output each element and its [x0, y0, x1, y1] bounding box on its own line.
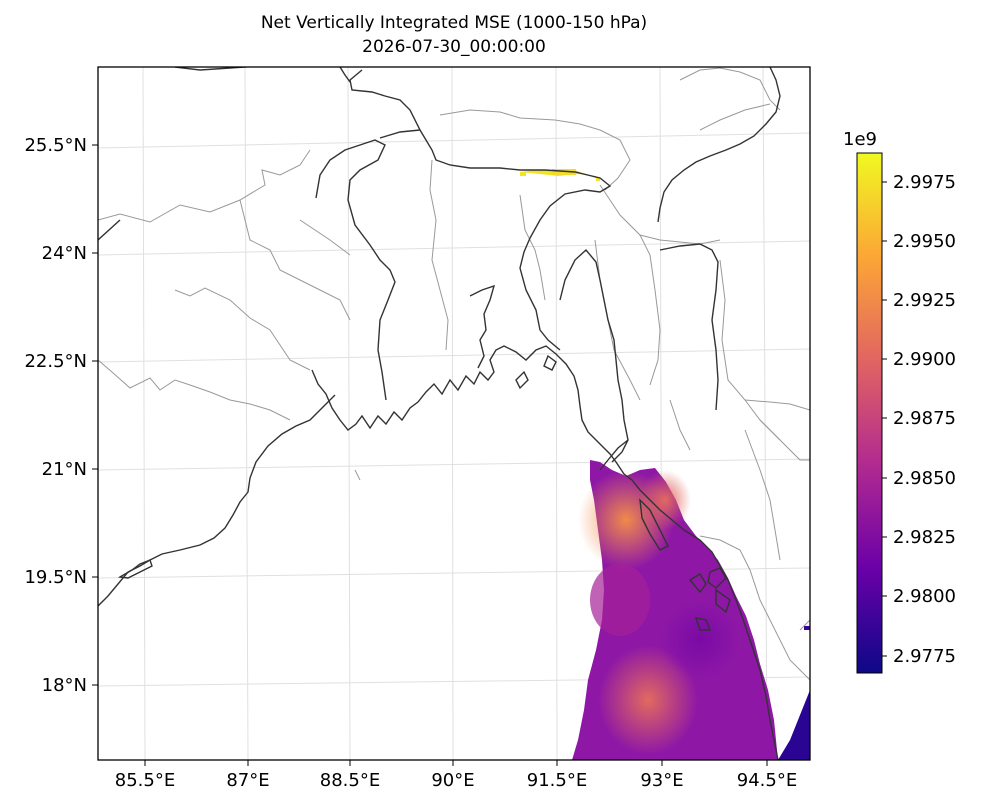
latitude-axis: 25.5°N 24°N 22.5°N 21°N 19.5°N 18°N	[24, 135, 98, 696]
colorbar-gradient	[856, 152, 883, 674]
coastline	[98, 67, 781, 760]
colorbar-tick-label: 2.9825	[893, 527, 956, 548]
colorbar-tick-label: 2.9850	[893, 468, 956, 489]
colorbar-tick-label: 2.9875	[893, 408, 956, 429]
mse-field	[520, 169, 810, 760]
colorbar-tick-label: 2.9800	[893, 586, 956, 607]
colorbar-tick-label: 2.9900	[893, 349, 956, 370]
gridlines	[98, 67, 810, 760]
lon-label: 93°E	[640, 770, 683, 791]
longitude-axis: 85.5°E 87°E 88.5°E 90°E 91.5°E 93°E 94.5…	[115, 760, 797, 791]
lat-label: 24°N	[42, 243, 87, 264]
mse-field-southeast	[778, 690, 810, 760]
lat-label: 21°N	[42, 459, 87, 480]
colorbar-tick-label: 2.9975	[893, 172, 956, 193]
colorbar-tick-label: 2.9950	[893, 231, 956, 252]
lon-label: 90°E	[431, 770, 474, 791]
lat-label: 18°N	[42, 675, 87, 696]
lon-label: 91.5°E	[527, 770, 587, 791]
colorbar-tick-label: 2.9775	[893, 646, 956, 667]
map-title: Net Vertically Integrated MSE (1000-150 …	[260, 13, 648, 33]
lon-label: 94.5°E	[737, 770, 797, 791]
colorbar: 1e9 2.9975 2.9950 2.9925 2.9900 2.9875 2…	[843, 129, 956, 674]
lat-label: 22.5°N	[24, 351, 87, 372]
colorbar-scale-label: 1e9	[843, 129, 877, 150]
lat-label: 25.5°N	[24, 135, 87, 156]
lon-label: 85.5°E	[115, 770, 175, 791]
colorbar-tick-label: 2.9925	[893, 290, 956, 311]
map-frame	[97, 66, 811, 761]
lon-label: 87°E	[226, 770, 269, 791]
map-subtitle: 2026-07-30_00:00:00	[362, 37, 546, 57]
lon-label: 88.5°E	[320, 770, 380, 791]
lat-label: 19.5°N	[24, 567, 87, 588]
